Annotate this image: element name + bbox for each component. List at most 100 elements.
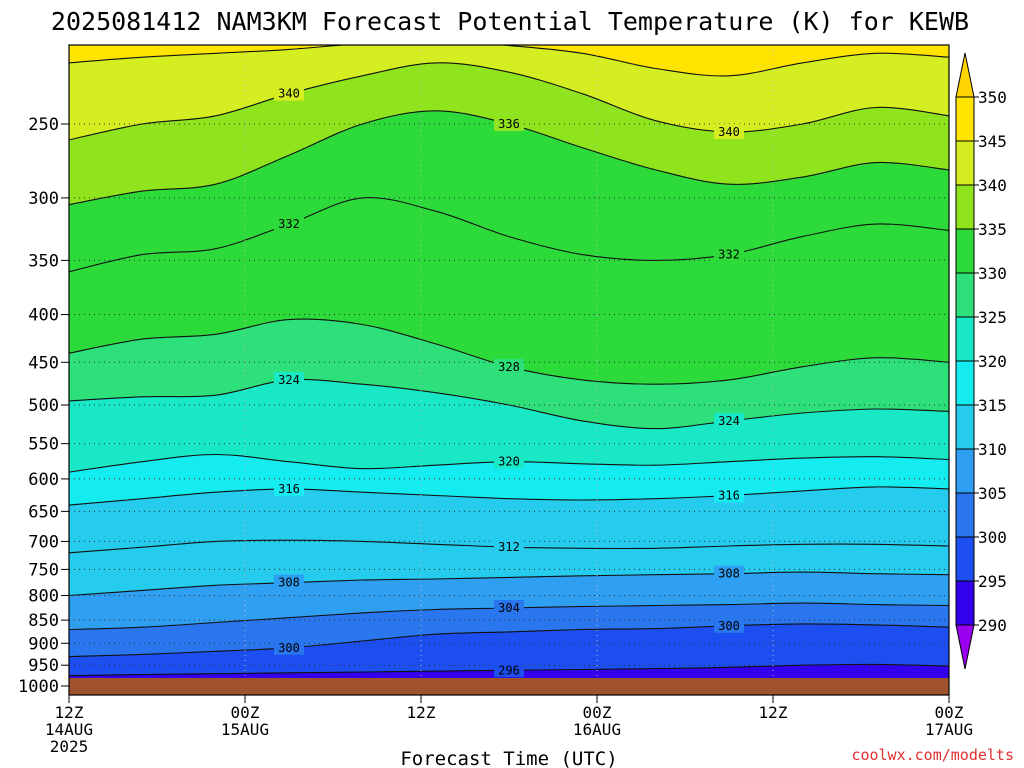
x-tick-label: 00Z bbox=[583, 703, 612, 722]
colorbar-segment bbox=[955, 404, 975, 450]
contour-line-332 bbox=[69, 197, 949, 273]
contour-label-332: 332 bbox=[718, 248, 740, 262]
colorbar-segment bbox=[955, 580, 975, 626]
colorbar-tick-label: 300 bbox=[978, 528, 1007, 547]
credit-text: coolwx.com/modelts bbox=[851, 746, 1014, 764]
x-tick-label: 00Z bbox=[231, 703, 260, 722]
x-tick-label: 2025 bbox=[50, 737, 89, 756]
contour-label-bg bbox=[494, 358, 524, 374]
contour-label-340: 340 bbox=[718, 125, 740, 139]
contour-line-316 bbox=[69, 486, 949, 506]
contour-label-bg bbox=[274, 574, 304, 590]
contour-label-bg bbox=[274, 371, 304, 387]
y-axis: 250 300 350 400 450 500 550 600 650 700 750 800 850 9… bbox=[18, 115, 69, 697]
contour-label-324: 324 bbox=[718, 414, 740, 428]
colorbar-tick-label: 340 bbox=[978, 176, 1007, 195]
y-tick-label: 600 bbox=[28, 470, 59, 490]
contour-line-340 bbox=[69, 62, 949, 141]
colorbar-tick-label: 290 bbox=[978, 616, 1007, 635]
y-tick-label: 750 bbox=[28, 560, 59, 580]
colorbar-tick-label: 345 bbox=[978, 132, 1007, 151]
x-tick-label: 12Z bbox=[407, 703, 436, 722]
colorbar-tick-label: 320 bbox=[978, 352, 1007, 371]
y-tick-label: 350 bbox=[28, 251, 59, 271]
colorbar-tick-label: 295 bbox=[978, 572, 1007, 591]
colorbar-segment bbox=[955, 492, 975, 538]
x-tick-label: 12Z bbox=[55, 703, 84, 722]
y-tick-label: 300 bbox=[28, 189, 59, 209]
contour-label-bg bbox=[714, 412, 744, 428]
y-tick-label: 950 bbox=[28, 656, 59, 676]
contour-label-328: 328 bbox=[498, 360, 520, 374]
contour-label-bg bbox=[714, 246, 744, 262]
y-tick-label: 1000 bbox=[18, 677, 59, 697]
colorbar-extend-bottom bbox=[955, 624, 975, 670]
contour-label-bg bbox=[274, 85, 304, 101]
contour-label-320: 320 bbox=[498, 455, 520, 469]
contour-label-bg bbox=[714, 487, 744, 503]
contour-label-324: 324 bbox=[278, 373, 300, 387]
colorbar-segment bbox=[955, 448, 975, 494]
contour-label-308: 308 bbox=[278, 576, 300, 590]
contour-label-316: 316 bbox=[278, 482, 300, 496]
x-tick-label: 16AUG bbox=[573, 720, 621, 739]
contour-label-300: 300 bbox=[278, 641, 300, 655]
contour-label-332: 332 bbox=[278, 217, 300, 231]
contour-label-340: 340 bbox=[278, 87, 300, 101]
contour-line-300 bbox=[69, 623, 949, 658]
y-tick-label: 500 bbox=[28, 396, 59, 416]
colorbar-tick-label: 315 bbox=[978, 396, 1007, 415]
colorbar-tick-label: 325 bbox=[978, 308, 1007, 327]
contour-label-bg bbox=[494, 116, 524, 131]
y-tick-label: 800 bbox=[28, 587, 59, 607]
x-tick-label: 15AUG bbox=[221, 720, 269, 739]
contour-label-bg bbox=[494, 539, 524, 555]
colorbar-tick-label: 305 bbox=[978, 484, 1007, 503]
chart-title: 2025081412 NAM3KM Forecast Potential Tem… bbox=[51, 7, 969, 36]
y-tick-label: 400 bbox=[28, 306, 59, 326]
colorbar-segment bbox=[955, 316, 975, 362]
contour-label-bg bbox=[494, 662, 524, 678]
contour-label-bg bbox=[714, 565, 744, 581]
plot-frame bbox=[68, 44, 950, 696]
terrain-band bbox=[69, 678, 949, 695]
colorbar-segment bbox=[955, 536, 975, 582]
contour-label-bg bbox=[714, 124, 744, 140]
y-tick-label: 650 bbox=[28, 502, 59, 522]
colorbar-tick-label: 310 bbox=[978, 440, 1007, 459]
contour-label-316: 316 bbox=[718, 488, 740, 502]
y-tick-label: 850 bbox=[28, 611, 59, 631]
contour-label-300: 300 bbox=[718, 619, 740, 633]
contour-label-bg bbox=[274, 639, 304, 655]
contour-label-312: 312 bbox=[498, 540, 520, 554]
contour-label-bg bbox=[494, 600, 524, 616]
x-tick-label: 14AUG bbox=[45, 720, 93, 739]
contour-label-296: 296 bbox=[498, 663, 520, 677]
colorbar-segment bbox=[955, 96, 975, 142]
colorbar-segment bbox=[955, 140, 975, 186]
contour-label-bg bbox=[494, 453, 524, 469]
contour-label-bg bbox=[274, 216, 304, 232]
colorbar-tick-label: 335 bbox=[978, 220, 1007, 239]
y-tick-label: 550 bbox=[28, 435, 59, 455]
colorbar-extend-top bbox=[955, 52, 975, 98]
y-tick-label: 900 bbox=[28, 634, 59, 654]
y-tick-label: 700 bbox=[28, 532, 59, 552]
colorbar-segment bbox=[955, 272, 975, 318]
colorbar-segment bbox=[955, 360, 975, 406]
contour-label-bg bbox=[274, 480, 304, 496]
colorbar-segment bbox=[955, 228, 975, 274]
contour-labels: 296 300 300 304 308 308 312 316 316 320 324 324 328 3… bbox=[274, 85, 744, 678]
colorbar: 290 295 300 305 310 315 320 325 330 335 340 345 350 bbox=[955, 52, 1007, 670]
contour-label-bg bbox=[714, 617, 744, 633]
y-tick-label: 250 bbox=[28, 115, 59, 135]
colorbar-tick-label: 350 bbox=[978, 88, 1007, 107]
x-tick-label: 00Z bbox=[935, 703, 964, 722]
contour-label-304: 304 bbox=[498, 601, 520, 615]
colorbar-segment bbox=[955, 184, 975, 230]
y-tick-label: 450 bbox=[28, 353, 59, 373]
contour-label-308: 308 bbox=[718, 567, 740, 581]
x-axis-label: Forecast Time (UTC) bbox=[400, 748, 617, 768]
